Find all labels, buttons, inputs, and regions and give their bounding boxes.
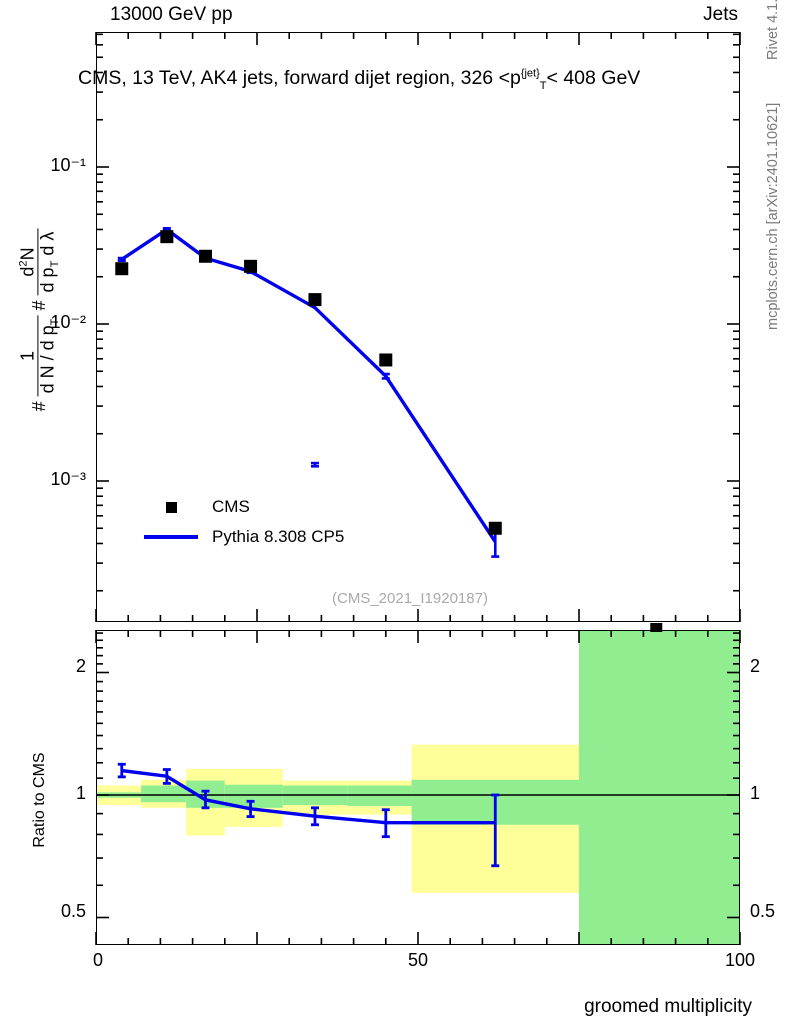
x-tick-label-50: 50	[407, 950, 429, 970]
legend-item-cms[interactable]: CMS	[140, 492, 344, 522]
plot-title-prefix: CMS, 13 TeV, AK4 jets, forward dijet reg…	[78, 67, 521, 89]
y-tick-label-1e-1: 10⁻¹	[50, 155, 86, 175]
legend-item-pythia[interactable]: Pythia 8.308 CP5	[140, 522, 344, 552]
y-tick-label-1e-3: 10⁻³	[50, 469, 86, 489]
header-beam-label: 13000 GeV pp	[110, 4, 233, 25]
x-tick-label-100: 100	[724, 950, 756, 970]
ratio-y-tick-label-2-right: 2	[750, 656, 761, 676]
ylabel-hash-2: #	[28, 300, 49, 311]
ratio-y-tick-label-1-left: 1	[75, 783, 86, 803]
legend-label-pythia: Pythia 8.308 CP5	[212, 527, 345, 546]
y-tick-label-1e-2: 10⁻²	[50, 312, 86, 332]
ratio-y-tick-label-2-left: 2	[75, 656, 86, 676]
legend-line-icon	[140, 535, 202, 539]
ratio-y-tick-label-1-right: 1	[750, 783, 761, 803]
ratio-y-tick-label-05-left: 0.5	[60, 901, 86, 921]
x-tick-label-0: 0	[92, 950, 103, 970]
plot-title: CMS, 13 TeV, AK4 jets, forward dijet reg…	[78, 67, 640, 92]
rivet-version-note: Rivet 4.1.0, 100k events	[765, 0, 781, 60]
header-category-label: Jets	[703, 4, 738, 25]
ratio-y-tick-label-05-right: 0.5	[750, 901, 776, 921]
legend-square-marker-icon	[140, 501, 202, 513]
plot-title-superscript: {jet}	[520, 67, 540, 80]
plot-title-subscript: T	[539, 79, 547, 92]
ylabel-fraction-2: d2N d pT d λ	[17, 228, 62, 296]
plot-title-suffix: < 408 GeV	[546, 67, 641, 89]
mcplots-reference-note: mcplots.cern.ch [arXiv:2401.10621]	[765, 102, 781, 330]
legend: CMS Pythia 8.308 CP5	[140, 492, 344, 552]
ylabel-hash-1: #	[28, 401, 49, 412]
x-axis-label: groomed multiplicity	[584, 996, 752, 1017]
ylabel-frac2-numerator: d2N	[17, 247, 38, 277]
main-plot-frame	[96, 32, 740, 622]
ylabel-frac2-denominator: d pT d λ	[37, 228, 62, 296]
ratio-plot-frame	[96, 630, 740, 945]
analysis-id-watermark: (CMS_2021_I1920187)	[332, 590, 488, 607]
legend-label-cms: CMS	[212, 497, 250, 516]
